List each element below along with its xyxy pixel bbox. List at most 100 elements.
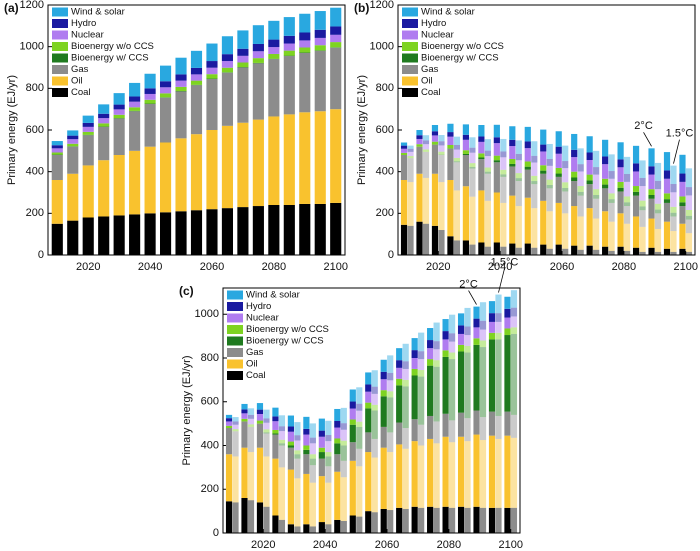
bar-segment [602, 211, 609, 247]
bar-segment [670, 216, 677, 232]
bar-segment [462, 186, 470, 241]
bar-segment [524, 126, 531, 142]
bar-segment [380, 371, 387, 380]
bar-segment [663, 193, 671, 200]
bar-segment [252, 25, 264, 44]
bar-segment [380, 359, 387, 372]
bar-segment [303, 449, 310, 455]
bar-segment [175, 57, 187, 75]
bar-segment [247, 424, 255, 427]
legend-label: Gas [71, 64, 89, 75]
bar-segment [287, 441, 295, 446]
bar-segment [416, 221, 423, 255]
bar-segment [462, 134, 470, 140]
bar-segment [531, 162, 538, 176]
bar-segment [400, 145, 408, 149]
bar-segment [129, 111, 141, 151]
bar-segment [479, 507, 487, 533]
annotation-arrow [468, 290, 477, 305]
bar-segment [422, 135, 430, 141]
bar-segment [555, 131, 562, 147]
y-tick-label: 1000 [370, 41, 394, 53]
bar-segment [623, 202, 631, 207]
bar-segment [206, 74, 218, 79]
annotation: 1.5°C [491, 256, 519, 268]
bar-segment [252, 63, 264, 120]
y-tick-label: 400 [201, 439, 219, 451]
bar-segment [159, 142, 172, 213]
bar-segment [221, 125, 234, 209]
bar-segment [442, 350, 449, 357]
bar-segment [448, 442, 456, 508]
bar-segment [144, 213, 156, 255]
bar-segment [510, 327, 518, 334]
bar-segment [232, 456, 239, 503]
bar-segment [577, 195, 584, 217]
bar-segment [524, 197, 531, 244]
bar-segment [340, 460, 347, 478]
bar-segment [462, 150, 470, 154]
bar-segment [431, 135, 439, 142]
bar-segment [272, 416, 279, 422]
bar-segment [495, 294, 502, 314]
bar-segment [334, 421, 341, 428]
bar-segment [418, 507, 425, 533]
bar-segment [416, 146, 423, 174]
bar-segment [340, 440, 347, 446]
bar-segment [593, 249, 600, 255]
bar-segment [515, 247, 522, 255]
bar-segment [473, 344, 480, 411]
bar-segment [586, 152, 593, 160]
bar-segment [318, 452, 325, 459]
bar-segment [303, 524, 310, 533]
bar-segment [473, 306, 480, 319]
bar-segment [263, 506, 270, 533]
bar-segment [349, 401, 356, 409]
bar-segment [396, 367, 403, 379]
bar-segment [654, 213, 662, 229]
bar-segment [617, 167, 624, 182]
bar-segment [241, 409, 248, 414]
bar-segment [457, 344, 465, 352]
bar-segment [263, 456, 270, 507]
bar-segment [303, 434, 310, 446]
bar-segment [509, 243, 516, 255]
bar-segment [278, 467, 286, 520]
legend-swatch [52, 30, 68, 40]
bar-segment [632, 191, 640, 196]
bar-segment [272, 429, 279, 434]
bar-segment [531, 141, 538, 156]
bar-segment [318, 447, 325, 453]
bar-segment [500, 157, 507, 170]
x-tick-label: 2040 [488, 261, 512, 273]
bar-segment [546, 143, 553, 159]
bar-segment [540, 170, 547, 174]
bar-segment [442, 331, 449, 340]
bar-segment [478, 153, 485, 158]
bar-segment [330, 34, 342, 43]
bar-segment [478, 190, 485, 243]
bar-segment [639, 200, 646, 207]
bar-segment [330, 26, 342, 35]
bar-segment [531, 155, 538, 163]
bar-segment [67, 130, 79, 136]
bar-segment [438, 141, 445, 146]
legend-label: Gas [421, 64, 439, 75]
bar-segment [453, 157, 461, 162]
bar-segment [493, 160, 500, 163]
bar-segment [82, 122, 94, 127]
bar-segment [283, 205, 295, 255]
bar-segment [448, 359, 456, 421]
legend-swatch [52, 19, 68, 28]
bar-segment [648, 148, 655, 167]
bar-segment [263, 409, 270, 419]
bar-segment [602, 178, 609, 185]
bar-segment [685, 187, 693, 196]
bar-segment [648, 195, 655, 199]
bar-segment [531, 175, 538, 182]
bar-segment [144, 99, 156, 104]
bar-segment [349, 424, 356, 443]
bar-segment [670, 231, 677, 252]
